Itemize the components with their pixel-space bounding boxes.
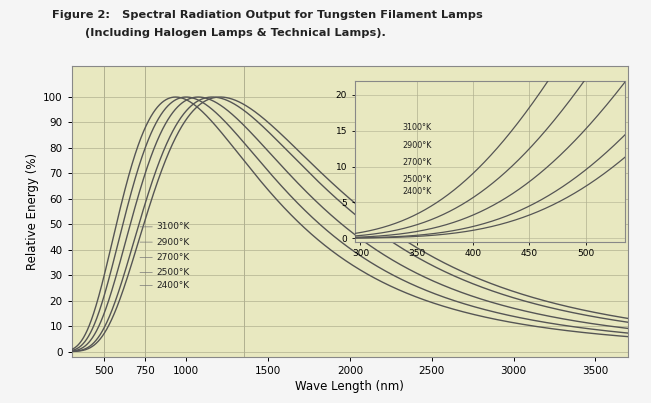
Text: 3100°K: 3100°K	[402, 123, 431, 132]
X-axis label: Wave Length (nm): Wave Length (nm)	[296, 380, 404, 393]
Text: 2500°K: 2500°K	[157, 268, 190, 277]
Text: 2900°K: 2900°K	[402, 141, 432, 150]
Text: 2700°K: 2700°K	[402, 158, 432, 168]
Text: 2400°K: 2400°K	[402, 187, 432, 196]
Text: 3100°K: 3100°K	[157, 222, 190, 231]
Text: 2900°K: 2900°K	[157, 238, 190, 247]
Y-axis label: Relative Energy (%): Relative Energy (%)	[26, 153, 39, 270]
Text: 2700°K: 2700°K	[157, 253, 190, 262]
Text: 2500°K: 2500°K	[402, 175, 432, 184]
Text: 2400°K: 2400°K	[157, 281, 190, 290]
Text: (Including Halogen Lamps & Technical Lamps).: (Including Halogen Lamps & Technical Lam…	[85, 28, 385, 38]
Text: Figure 2:   Spectral Radiation Output for Tungsten Filament Lamps: Figure 2: Spectral Radiation Output for …	[52, 10, 483, 20]
